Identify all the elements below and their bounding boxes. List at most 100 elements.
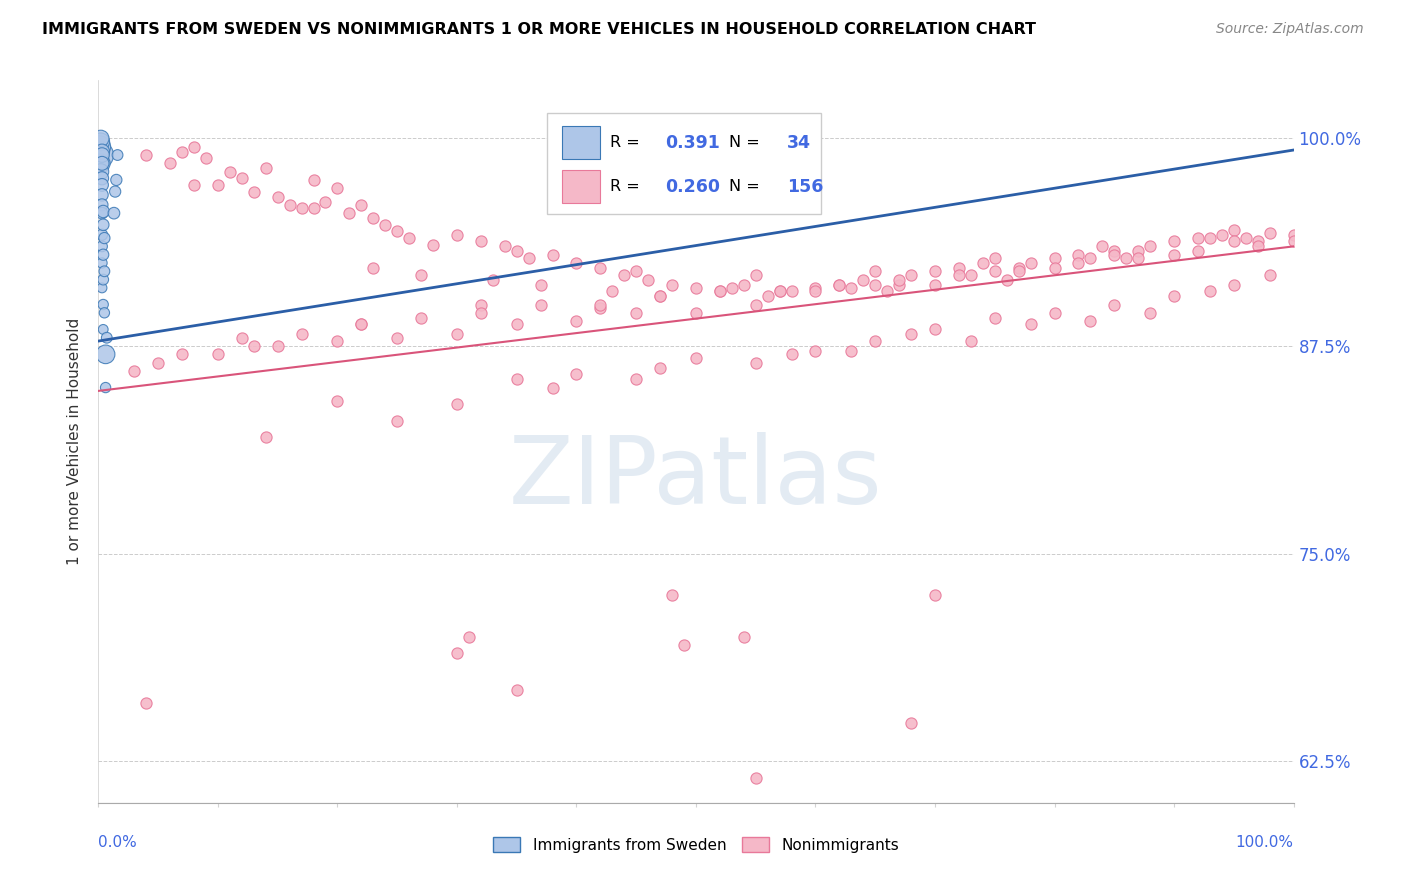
Point — [1163, 248, 1185, 262]
Point — [721, 281, 744, 295]
Point — [984, 264, 1007, 278]
Point — [1247, 239, 1270, 253]
Point — [889, 277, 911, 292]
Point — [1080, 314, 1102, 328]
Point — [93, 264, 115, 278]
Point — [1258, 268, 1281, 282]
Point — [89, 148, 111, 162]
Point — [91, 272, 114, 286]
Point — [326, 334, 349, 348]
Point — [350, 198, 373, 212]
Point — [339, 206, 361, 220]
Point — [90, 135, 112, 149]
Point — [91, 148, 114, 162]
Text: Source: ZipAtlas.com: Source: ZipAtlas.com — [1216, 22, 1364, 37]
Point — [411, 310, 433, 325]
Point — [1080, 251, 1102, 265]
Point — [1104, 244, 1126, 259]
Point — [1128, 244, 1150, 259]
Point — [91, 204, 114, 219]
Point — [756, 289, 779, 303]
Point — [254, 161, 277, 176]
Point — [1258, 226, 1281, 240]
Point — [91, 218, 114, 232]
Point — [565, 256, 588, 270]
Point — [1163, 289, 1185, 303]
Point — [745, 356, 768, 370]
Point — [1043, 306, 1066, 320]
Point — [91, 206, 114, 220]
Point — [350, 318, 373, 332]
Text: IMMIGRANTS FROM SWEDEN VS NONIMMIGRANTS 1 OR MORE VEHICLES IN HOUSEHOLD CORRELAT: IMMIGRANTS FROM SWEDEN VS NONIMMIGRANTS … — [42, 22, 1036, 37]
Point — [1199, 231, 1222, 245]
Point — [494, 239, 516, 253]
Point — [315, 194, 337, 209]
Point — [385, 331, 409, 345]
Point — [984, 310, 1007, 325]
Point — [90, 156, 112, 170]
Point — [648, 289, 672, 303]
Point — [1187, 231, 1209, 245]
Point — [103, 206, 125, 220]
Point — [828, 277, 851, 292]
Point — [91, 248, 114, 262]
Point — [231, 171, 253, 186]
Point — [91, 256, 114, 270]
Text: 0.0%: 0.0% — [98, 835, 138, 850]
Point — [900, 716, 922, 731]
Point — [745, 268, 768, 282]
Point — [267, 189, 290, 203]
Point — [183, 139, 205, 153]
Point — [637, 272, 659, 286]
Point — [302, 173, 325, 187]
Point — [91, 227, 114, 242]
Point — [745, 771, 768, 785]
Text: 0.260: 0.260 — [665, 178, 720, 196]
Point — [626, 264, 648, 278]
Point — [1223, 277, 1246, 292]
Point — [243, 185, 266, 199]
Point — [804, 281, 827, 295]
Point — [1104, 297, 1126, 311]
Legend: Immigrants from Sweden, Nonimmigrants: Immigrants from Sweden, Nonimmigrants — [485, 829, 907, 860]
Point — [506, 318, 529, 332]
Point — [470, 306, 492, 320]
FancyBboxPatch shape — [562, 170, 600, 203]
Point — [1067, 256, 1090, 270]
Point — [278, 198, 301, 212]
Point — [350, 318, 373, 332]
Point — [841, 344, 863, 359]
Point — [984, 251, 1007, 265]
Point — [105, 173, 128, 187]
Point — [780, 347, 803, 361]
Text: N =: N = — [730, 136, 765, 150]
Point — [530, 297, 553, 311]
Point — [924, 322, 946, 336]
Point — [1091, 239, 1114, 253]
Point — [446, 646, 468, 660]
Point — [148, 356, 170, 370]
Point — [1199, 284, 1222, 298]
Point — [326, 181, 349, 195]
Point — [924, 588, 946, 602]
Point — [446, 327, 468, 342]
Point — [648, 360, 672, 375]
Point — [291, 327, 314, 342]
Text: R =: R = — [610, 136, 645, 150]
Point — [446, 397, 468, 411]
Point — [948, 260, 970, 275]
Point — [1223, 223, 1246, 237]
Point — [948, 268, 970, 282]
Point — [91, 145, 114, 159]
Point — [589, 260, 612, 275]
Point — [91, 239, 114, 253]
Point — [254, 430, 277, 444]
Point — [458, 630, 481, 644]
Point — [363, 211, 385, 226]
Text: 100.0%: 100.0% — [1236, 835, 1294, 850]
Point — [709, 284, 731, 298]
Point — [602, 284, 624, 298]
Point — [506, 244, 529, 259]
Point — [1163, 235, 1185, 249]
Point — [1019, 318, 1042, 332]
